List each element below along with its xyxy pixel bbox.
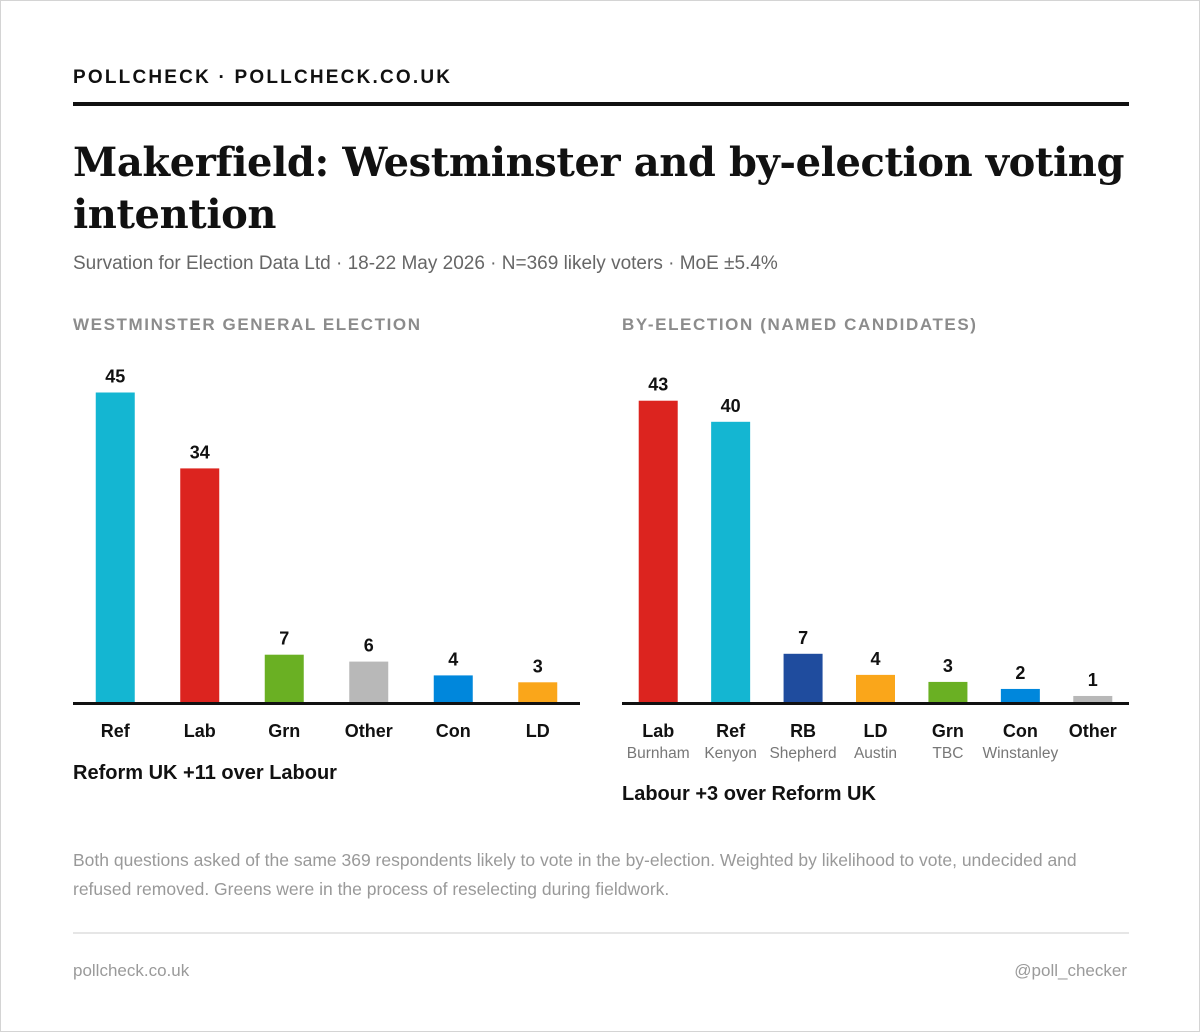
- byelection-value-label: 4: [870, 649, 880, 669]
- byelection-category-label: Grn: [932, 721, 964, 741]
- byelection-candidate-label: Burnham: [627, 745, 690, 762]
- byelection-value-label: 1: [1088, 670, 1098, 690]
- byelection-bar-grn: [928, 681, 968, 703]
- byelection-value-label: 43: [648, 375, 668, 395]
- methodology-note: Both questions asked of the same 369 res…: [73, 850, 1077, 899]
- byelection-bar-con: [1000, 688, 1040, 703]
- byelection-candidate-label: Shepherd: [769, 745, 836, 762]
- footer-handle: @poll_checker: [1014, 961, 1127, 980]
- byelection-candidate-label: Winstanley: [982, 745, 1058, 762]
- westminster-value-label: 34: [190, 442, 210, 462]
- byelection-bar-lab: [638, 400, 678, 703]
- westminster-category-label: Grn: [268, 721, 300, 741]
- byelection-bar-other: [1073, 695, 1113, 703]
- westminster-panel-heading: WESTMINSTER GENERAL ELECTION: [73, 315, 422, 334]
- westminster-bar-ld: [518, 682, 558, 703]
- westminster-bar-lab: [180, 468, 220, 703]
- westminster-value-label: 45: [105, 367, 125, 387]
- byelection-candidate-label: TBC: [932, 745, 963, 762]
- page-subtitle: Survation for Election Data Ltd · 18-22 …: [73, 253, 778, 274]
- westminster-category-label: Ref: [101, 721, 131, 741]
- westminster-category-label: LD: [526, 721, 550, 741]
- byelection-value-label: 2: [1015, 663, 1025, 683]
- footer-website: pollcheck.co.uk: [73, 961, 190, 980]
- byelection-category-label: Lab: [642, 721, 674, 741]
- byelection-category-label: Other: [1069, 721, 1117, 741]
- westminster-value-label: 7: [279, 629, 289, 649]
- westminster-bar-grn: [264, 654, 304, 703]
- header-rule: [73, 102, 1129, 106]
- westminster-category-label: Lab: [184, 721, 216, 741]
- byelection-value-label: 3: [943, 656, 953, 676]
- footer-rule: [73, 932, 1129, 934]
- westminster-baseline: [73, 702, 580, 705]
- byelection-value-label: 40: [721, 396, 741, 416]
- westminster-value-label: 6: [364, 636, 374, 656]
- byelection-value-label: 7: [798, 628, 808, 648]
- page-title: Makerfield: Westminster and by-election …: [73, 139, 1125, 238]
- westminster-category-label: Other: [345, 721, 393, 741]
- byelection-category-label: Ref: [716, 721, 746, 741]
- byelection-category-label: Con: [1003, 721, 1038, 741]
- westminster-value-label: 4: [448, 649, 458, 669]
- westminster-bar-ref: [95, 392, 135, 703]
- byelection-category-label: RB: [790, 721, 816, 741]
- byelection-candidate-label: Austin: [854, 745, 897, 762]
- westminster-summary: Reform UK +11 over Labour: [73, 762, 337, 784]
- westminster-category-label: Con: [436, 721, 471, 741]
- byelection-panel-heading: BY-ELECTION (NAMED CANDIDATES): [622, 315, 978, 334]
- byelection-bar-rb: [783, 653, 823, 703]
- westminster-bar-con: [433, 675, 473, 703]
- byelection-candidate-label: Kenyon: [704, 745, 757, 762]
- byelection-bar-ld: [856, 674, 895, 703]
- byelection-bar-ref: [711, 421, 751, 703]
- byelection-category-label: LD: [864, 721, 888, 741]
- westminster-bar-other: [349, 661, 389, 703]
- byelection-summary: Labour +3 over Reform UK: [622, 783, 876, 805]
- westminster-value-label: 3: [533, 656, 543, 676]
- brand-line: POLLCHECK · POLLCHECK.CO.UK: [73, 67, 453, 88]
- byelection-baseline: [622, 702, 1129, 705]
